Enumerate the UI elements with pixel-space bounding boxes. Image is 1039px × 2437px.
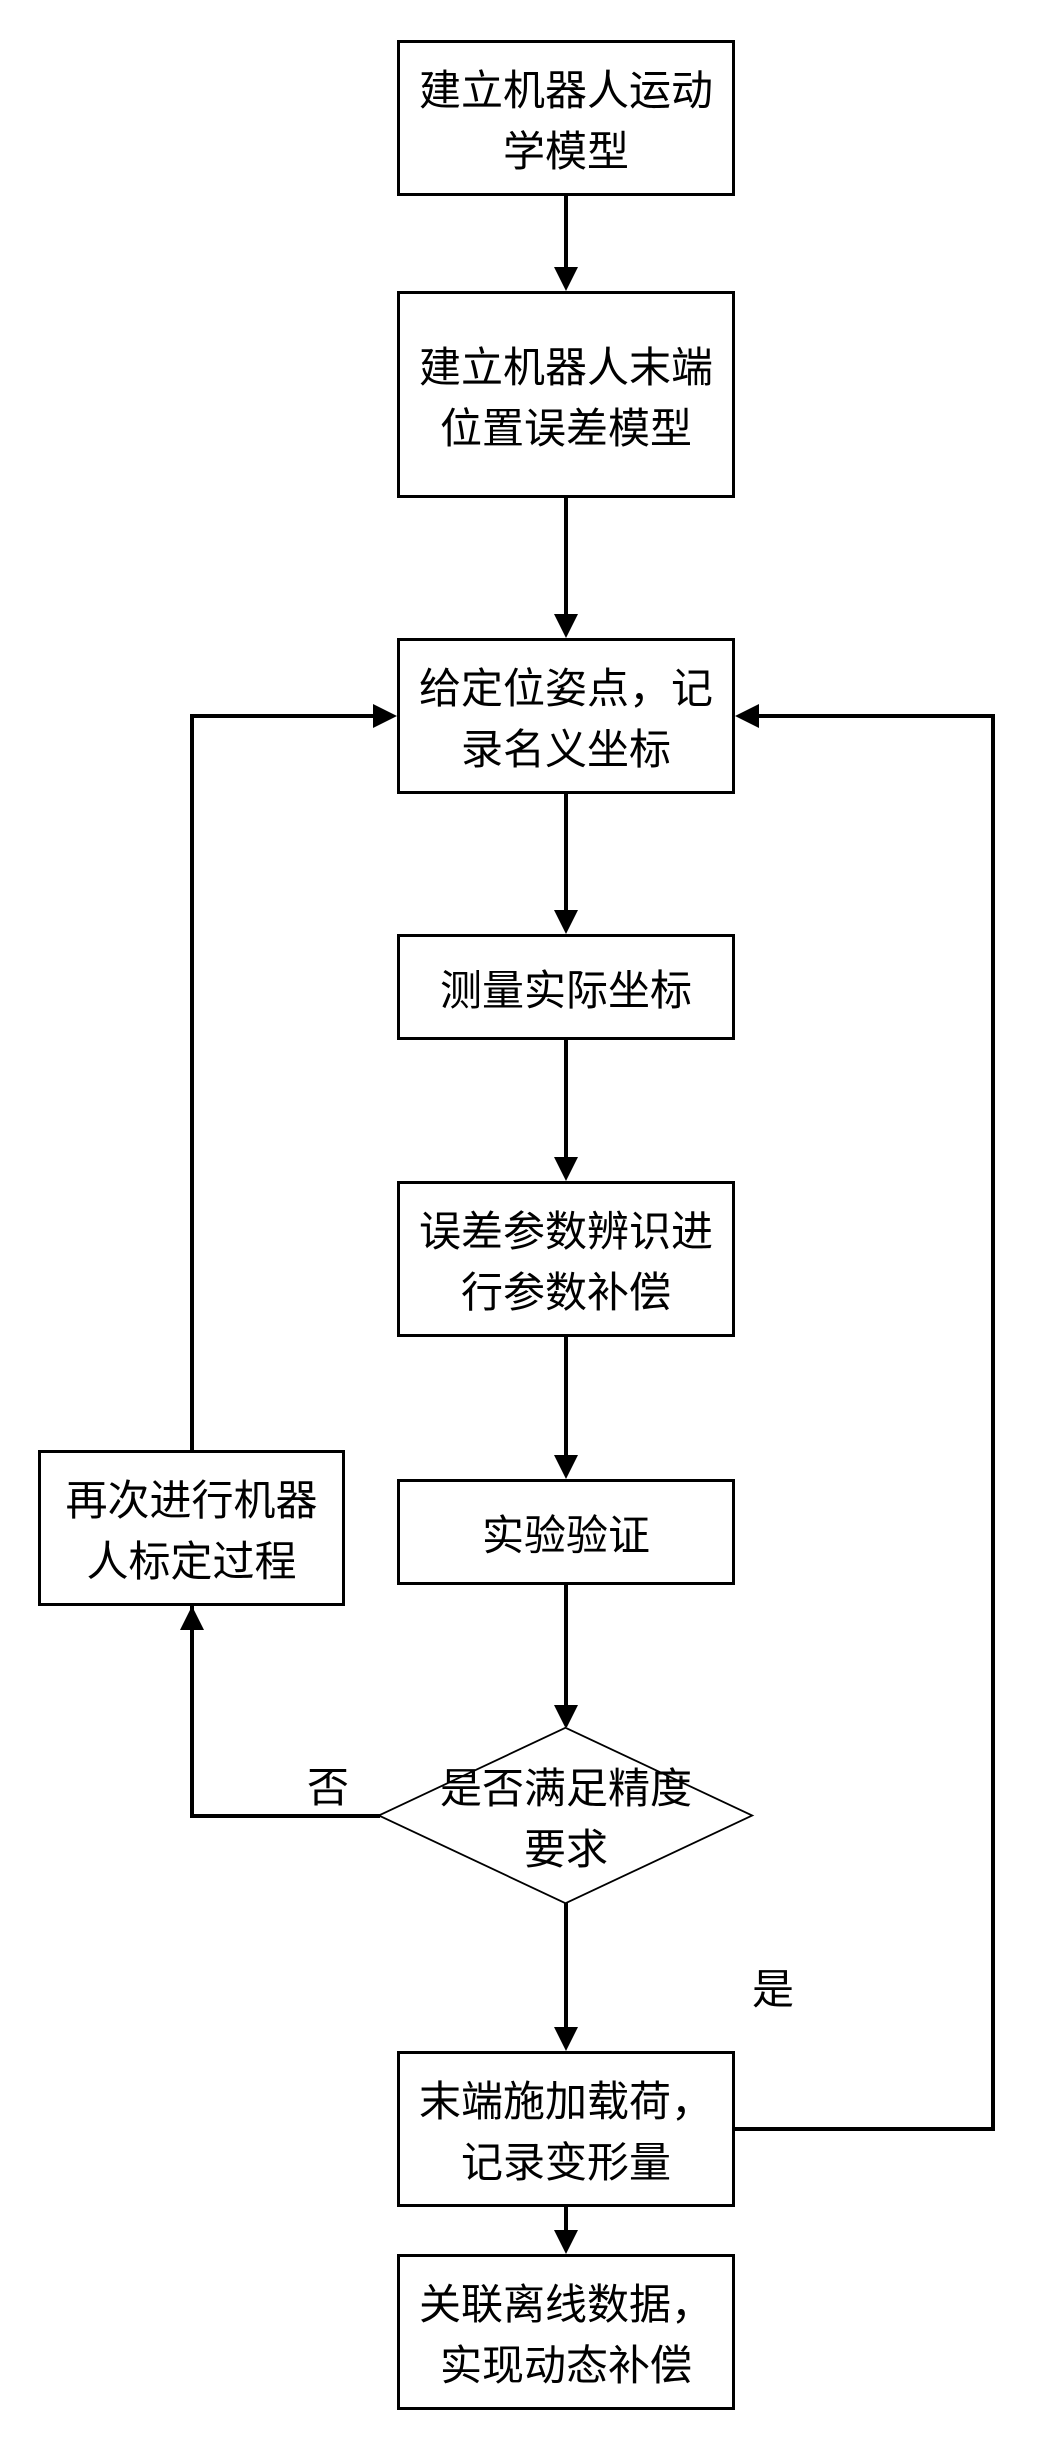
arrow-head [554, 1705, 578, 1729]
node-text: 建立机器人运动学模型 [412, 57, 720, 179]
arrow-line [190, 714, 194, 1450]
arrow-line [190, 1814, 380, 1818]
flowchart-node-param-compensate: 误差参数辨识进行参数补偿 [397, 1181, 735, 1337]
node-text: 实验验证 [482, 1502, 650, 1563]
arrow-line [757, 714, 995, 718]
arrow-head [735, 704, 759, 728]
arrow-head [554, 910, 578, 934]
flowchart-node-kinematics-model: 建立机器人运动学模型 [397, 40, 735, 196]
arrow-line [991, 714, 995, 2131]
node-text: 误差参数辨识进行参数补偿 [412, 1198, 720, 1320]
arrow-head [554, 2230, 578, 2254]
node-text: 测量实际坐标 [440, 957, 692, 1018]
arrow-line [564, 1903, 568, 2031]
arrow-line [564, 1040, 568, 1161]
flowchart-decision-precision-check: 是否满足精度要求 [376, 1727, 756, 1905]
decision-yes-label: 是 [752, 1956, 794, 2017]
decision-text: 是否满足精度要求 [440, 1767, 692, 1874]
flowchart-node-error-model: 建立机器人末端位置误差模型 [397, 291, 735, 498]
flowchart-node-dynamic-compensate: 关联离线数据，实现动态补偿 [397, 2254, 735, 2410]
node-text: 关联离线数据，实现动态补偿 [412, 2271, 720, 2393]
label-text: 否 [307, 1766, 349, 1812]
arrow-line [190, 714, 377, 718]
flowchart-node-pose-points: 给定位姿点，记录名义坐标 [397, 638, 735, 794]
arrow-head [554, 614, 578, 638]
node-text: 再次进行机器人标定过程 [53, 1467, 330, 1589]
arrow-head [373, 704, 397, 728]
node-text: 末端施加载荷，记录变形量 [412, 2068, 720, 2190]
label-text: 是 [752, 1968, 794, 2014]
arrow-line [564, 196, 568, 271]
arrow-head [554, 1455, 578, 1479]
arrow-head [180, 1606, 204, 1630]
arrow-line [564, 1337, 568, 1459]
flowchart-node-experiment-verify: 实验验证 [397, 1479, 735, 1585]
node-text: 建立机器人末端位置误差模型 [412, 334, 720, 456]
flowchart-node-recalibrate: 再次进行机器人标定过程 [38, 1450, 345, 1606]
node-text: 给定位姿点，记录名义坐标 [412, 655, 720, 777]
decision-no-label: 否 [307, 1754, 349, 1815]
flowchart-node-apply-load: 末端施加载荷，记录变形量 [397, 2051, 735, 2207]
flowchart-node-measure-actual: 测量实际坐标 [397, 934, 735, 1040]
arrow-line [190, 1606, 194, 1818]
arrow-head [554, 1157, 578, 1181]
arrow-head [554, 267, 578, 291]
arrow-head [554, 2027, 578, 2051]
arrow-line [564, 498, 568, 618]
arrow-line [735, 2127, 995, 2131]
arrow-line [564, 794, 568, 914]
arrow-line [564, 1585, 568, 1709]
